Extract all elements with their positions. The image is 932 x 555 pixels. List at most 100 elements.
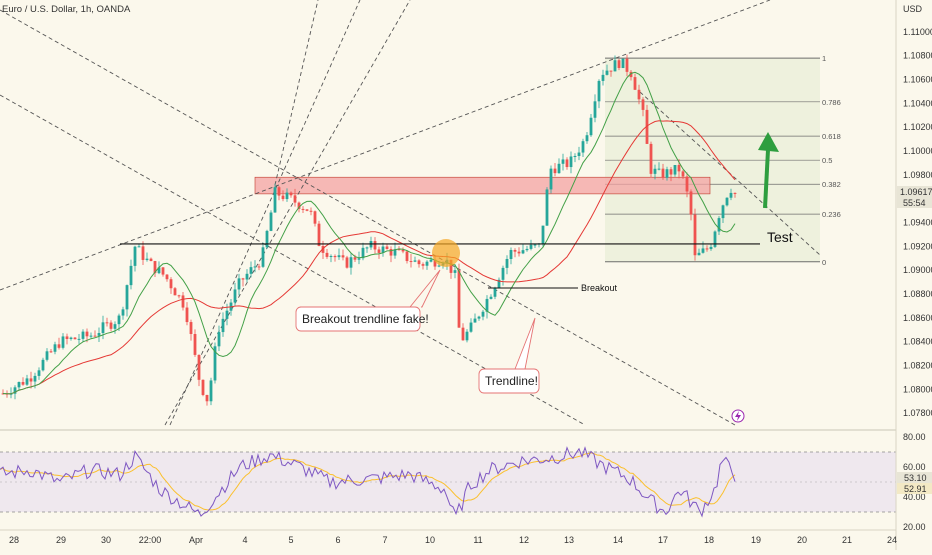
candle-body [589, 117, 593, 136]
candle-body [465, 331, 469, 341]
candle-body [653, 168, 657, 174]
candle-body [225, 310, 229, 319]
price-tick-label: 1.11000 [903, 27, 932, 37]
time-tick-label: 17 [658, 535, 668, 545]
candle-body [637, 89, 641, 100]
candle-body [97, 333, 101, 336]
candle-body [197, 354, 201, 380]
candle-body [193, 333, 197, 355]
candle-body [265, 230, 269, 248]
resistance-zone[interactable] [254, 176, 711, 195]
candle-body [121, 309, 125, 316]
candle-body [393, 249, 397, 256]
candle-body [701, 248, 705, 253]
candle-body [673, 164, 677, 175]
candle-body [577, 152, 581, 156]
candle-body [665, 169, 669, 178]
candle-body [13, 387, 17, 394]
candle-body [37, 370, 41, 376]
candle-body [729, 192, 733, 198]
candle-body [21, 382, 25, 385]
candle-body [365, 247, 369, 249]
candle-body [509, 250, 513, 259]
candle-body [53, 344, 57, 352]
candle-body [417, 260, 421, 265]
candle-body [105, 322, 109, 324]
candle-body [269, 212, 273, 231]
candle-body [733, 192, 737, 194]
candle-body [553, 168, 557, 174]
candle-body [173, 288, 177, 296]
candle-body [705, 248, 709, 250]
candle-body [81, 331, 85, 339]
time-tick-label: 18 [704, 535, 714, 545]
candle-body [25, 378, 29, 385]
candle-body [221, 318, 225, 333]
candle-body [493, 287, 497, 297]
candle-body [633, 77, 637, 90]
rsi-signal-value: 52.91 [904, 484, 927, 494]
time-tick-label: 30 [101, 535, 111, 545]
candle-body [109, 322, 113, 329]
time-axis[interactable]: 28 29 30 22:00 Apr 4 5 6 7 10 11 12 13 14 17 18 19 20 21 24 [0, 529, 897, 545]
candle-body [65, 336, 69, 339]
candle-body [281, 195, 285, 200]
candle-body [593, 101, 597, 118]
candle-body [57, 344, 61, 348]
candle-body [529, 244, 533, 249]
trendline-text: Trendline! [485, 374, 538, 388]
time-tick-label: 7 [382, 535, 387, 545]
candle-body [645, 109, 649, 144]
time-tick-label: 13 [564, 535, 574, 545]
candle-body [605, 70, 609, 75]
candle-body [413, 260, 417, 262]
time-tick-label: 22:00 [139, 535, 162, 545]
candle-body [389, 249, 393, 256]
candle-body [301, 208, 305, 210]
candle-body [321, 246, 325, 253]
candle-body [469, 322, 473, 332]
candle-body [93, 335, 97, 337]
candle-body [689, 191, 693, 215]
candle-body [317, 223, 321, 247]
fib-retracement[interactable]: 1 0.786 0.618 0.5 0.382 0.236 0 [605, 54, 841, 267]
candle-body [45, 351, 49, 360]
time-tick-label: 24 [887, 535, 897, 545]
candle-body [77, 338, 81, 340]
candle-body [425, 261, 429, 266]
candle-body [293, 195, 297, 203]
candle-body [401, 249, 405, 252]
price-tick-label: 1.10400 [903, 98, 932, 108]
candle-body [333, 256, 337, 258]
candle-body [457, 270, 461, 328]
candle-body [309, 210, 313, 212]
candle-body [617, 60, 621, 68]
candle-body [681, 171, 685, 177]
candle-body [113, 324, 117, 329]
rsi-value-badge [897, 472, 932, 483]
candle-body [573, 155, 577, 157]
fake-breakout-marker [432, 239, 460, 267]
lightning-icon[interactable] [731, 409, 745, 423]
candle-body [641, 99, 645, 110]
candle-body [257, 266, 261, 268]
candle-body [361, 247, 365, 259]
candle-body [561, 159, 565, 164]
price-axis[interactable]: USD 1.11000 1.10800 1.10600 1.10400 1.10200 1… [895, 0, 932, 550]
candle-body [49, 351, 53, 353]
candle-body [241, 278, 245, 280]
candle-body [305, 209, 309, 211]
price-tick-label: 1.10800 [903, 51, 932, 61]
breakout-fake-text: Breakout trendline fake! [302, 312, 429, 326]
fib-level-label: 0.786 [822, 98, 841, 107]
ma-fast-line [2, 71, 736, 395]
fib-level-label: 0.382 [822, 180, 841, 189]
candle-body [169, 279, 173, 289]
candle-body [17, 382, 21, 388]
candle-body [533, 244, 537, 246]
candle-body [69, 337, 73, 339]
candle-body [569, 156, 573, 168]
breakout-fake-callout: Breakout trendline fake! [295, 269, 441, 332]
candle-body [485, 298, 489, 312]
